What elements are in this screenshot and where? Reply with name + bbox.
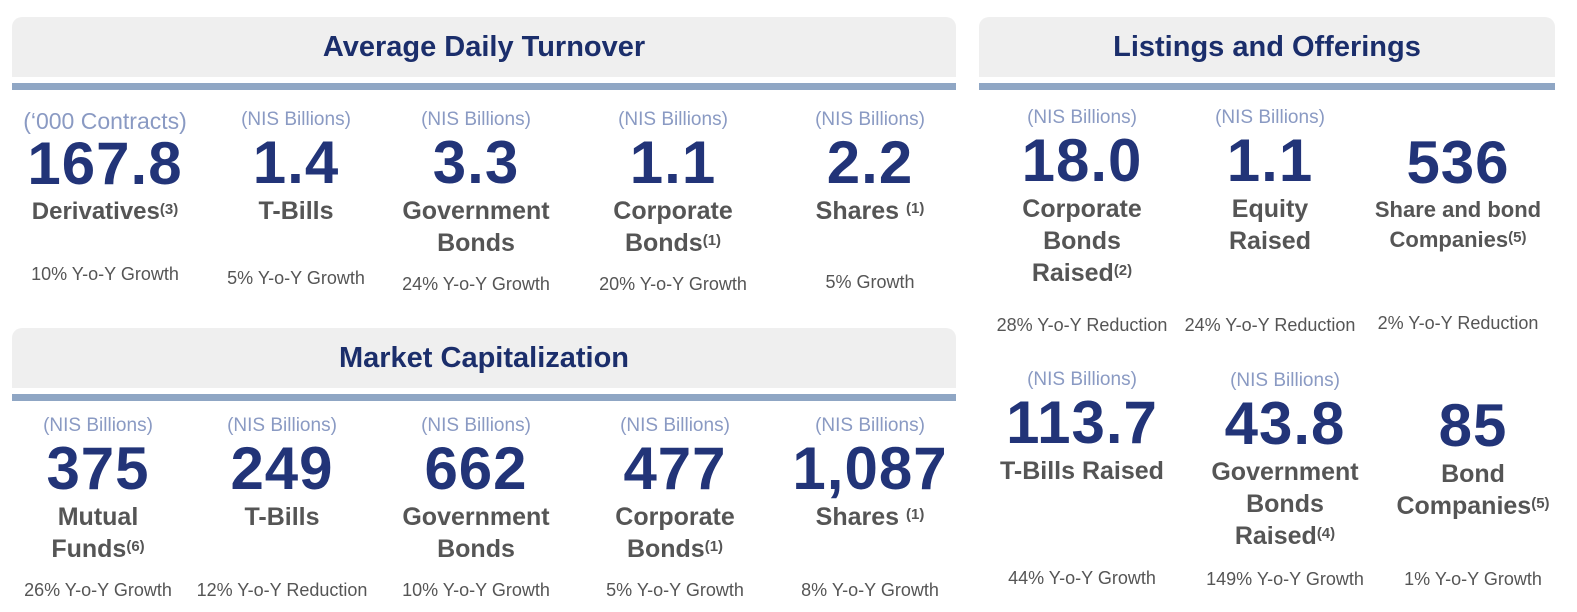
turnover-derivatives: (‘000 Contracts) 167.8 Derivatives(3) [5,110,205,228]
metric-value: 18.0 [1021,127,1143,194]
turnover-corporate-bonds: (NIS Billions) 1.1 Corporate Bonds(1) [573,109,773,259]
listings-corporate-bonds-raised: (NIS Billions) 18.0 Corporate Bonds Raised… [982,107,1182,289]
metric-growth: 44% Y-o-Y Growth [1008,568,1156,588]
metric-growth: 24% Y-o-Y Reduction [1184,315,1356,335]
metric-growth: 5% Growth [825,272,915,292]
turnover-divider [12,83,956,90]
metric-growth: 10% Y-o-Y Growth [31,264,179,284]
metric-unit: (NIS Billions) [227,415,337,436]
metric-label: Government Bonds [402,503,550,563]
metric-value: 167.8 [27,130,183,197]
metric-value: 536 [1406,129,1510,196]
market-cap-panel: Market Capitalization [12,328,956,612]
metric-label: Government Bonds [402,197,550,257]
metric-label: Mutual Funds(6) [51,503,145,563]
listings-bond-companies: 85 Bond Companies(5) [1373,394,1573,522]
metric-value: 375 [46,435,150,502]
metric-unit: (‘000 Contracts) [23,108,187,134]
metric-label: Corporate Bonds(1) [613,197,733,257]
metric-value: 3.3 [432,129,520,196]
turnover-tbills: (NIS Billions) 1.4 T-Bills [196,109,396,227]
metric-label: Bond Companies(5) [1396,460,1550,520]
turnover-panel: Average Daily Turnover [12,17,956,317]
listings-equity-raised: (NIS Billions) 1.1 Equity Raised [1170,107,1370,257]
turnover-shares: (NIS Billions) 2.2 Shares (1) [770,109,970,227]
metric-unit: (NIS Billions) [421,415,531,436]
metric-growth: 5% Y-o-Y Growth [606,580,744,600]
metric-unit: (NIS Billions) [620,415,730,436]
metric-growth: 24% Y-o-Y Growth [402,274,550,294]
metric-value: 2.2 [826,129,914,196]
market-cap-shares: (NIS Billions) 1,087 Shares (1) [770,415,970,533]
listings-government-bonds-raised: (NIS Billions) 43.8 Government Bonds Raise… [1185,370,1385,552]
listings-tbills-raised: (NIS Billions) 113.7 T-Bills Raised [982,369,1182,487]
metric-value: 1.4 [252,129,340,196]
metric-growth: 12% Y-o-Y Reduction [196,580,368,600]
metric-unit: (NIS Billions) [1215,107,1325,128]
market-cap-divider [12,394,956,401]
metric-growth: 1% Y-o-Y Growth [1404,569,1542,589]
metric-value: 1.1 [629,129,717,196]
metric-value: 477 [623,435,727,502]
metric-value: 662 [424,435,528,502]
turnover-government-bonds: (NIS Billions) 3.3 Government Bonds [376,109,576,259]
listings-divider [979,83,1555,90]
metric-label: Corporate Bonds(1) [615,503,735,563]
metric-growth: 2% Y-o-Y Reduction [1377,313,1539,333]
metric-value: 1,087 [792,435,948,502]
listings-title: Listings and Offerings [979,17,1555,77]
metric-growth: 20% Y-o-Y Growth [599,274,747,294]
metric-unit: (NIS Billions) [1027,107,1137,128]
metric-label: Shares (1) [815,197,925,225]
metric-label: Equity Raised [1229,195,1311,255]
metric-label: T-Bills Raised [1000,457,1164,485]
metric-growth: 28% Y-o-Y Reduction [996,315,1168,335]
metric-growth: 8% Y-o-Y Growth [801,580,939,600]
metric-unit: (NIS Billions) [421,109,531,130]
metric-value: 113.7 [1006,389,1158,456]
metric-label: Government Bonds Raised(4) [1211,458,1359,550]
metric-label: T-Bills [258,197,334,225]
metric-growth: 149% Y-o-Y Growth [1206,569,1364,589]
metric-value: 85 [1438,392,1508,459]
turnover-title: Average Daily Turnover [12,17,956,77]
metric-growth: 26% Y-o-Y Growth [24,580,172,600]
metric-value: 249 [230,435,334,502]
metric-value: 1.1 [1226,127,1314,194]
metric-unit: (NIS Billions) [1027,369,1137,390]
market-cap-corporate-bonds: (NIS Billions) 477 Corporate Bonds(1) [575,415,775,565]
metric-label: Shares (1) [815,503,925,531]
metric-growth: 10% Y-o-Y Growth [402,580,550,600]
market-cap-title: Market Capitalization [12,328,956,388]
metric-label: Share and bond Companies(5) [1374,197,1542,252]
metric-unit: (NIS Billions) [618,109,728,130]
metric-unit: (NIS Billions) [815,109,925,130]
metric-label: Derivatives(3) [31,198,179,225]
market-cap-tbills: (NIS Billions) 249 T-Bills [182,415,382,533]
metric-unit: (NIS Billions) [43,415,153,436]
metric-unit: (NIS Billions) [241,109,351,130]
market-cap-mutual-funds: (NIS Billions) 375 Mutual Funds(6) [0,415,198,565]
metric-label: T-Bills [244,503,320,531]
metric-growth: 5% Y-o-Y Growth [227,268,365,288]
metric-unit: (NIS Billions) [815,415,925,436]
metric-label: Corporate Bonds Raised(2) [1022,195,1142,287]
listings-share-and-bond-companies: 536 Share and bond Companies(5) [1358,131,1558,255]
listings-panel: Listings and Offerings [979,17,1555,612]
metric-value: 43.8 [1224,390,1346,457]
metric-unit: (NIS Billions) [1230,370,1340,391]
market-cap-government-bonds: (NIS Billions) 662 Government Bonds [376,415,576,565]
